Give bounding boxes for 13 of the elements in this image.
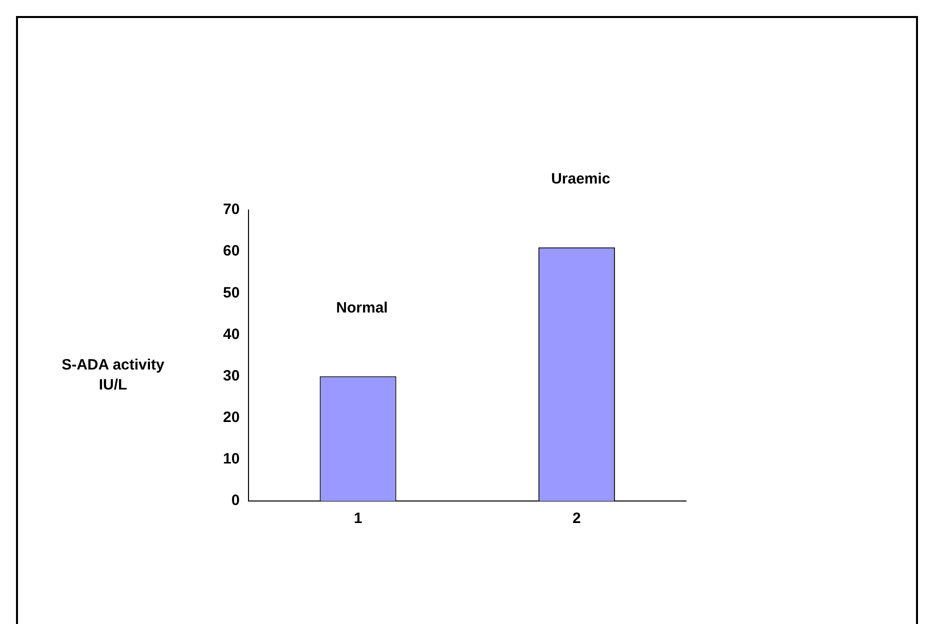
y-tick-label: 10 xyxy=(222,450,240,468)
y-tick-label: 60 xyxy=(222,242,240,260)
x-tick-label: 1 xyxy=(354,510,362,528)
y-axis-title: S-ADA activity IU/L xyxy=(62,356,166,394)
y-tick-label: 20 xyxy=(222,409,240,426)
y-tick-label: 50 xyxy=(222,284,240,302)
y-tick-label: 30 xyxy=(222,367,240,384)
y-tick-label: 0 xyxy=(231,492,240,510)
y-tick-label: 40 xyxy=(222,326,240,343)
x-tick-label: 2 xyxy=(572,510,581,528)
y-tick-label: 70 xyxy=(222,201,240,218)
annotation: Normal xyxy=(336,299,388,316)
text: Uraemic xyxy=(551,170,610,188)
